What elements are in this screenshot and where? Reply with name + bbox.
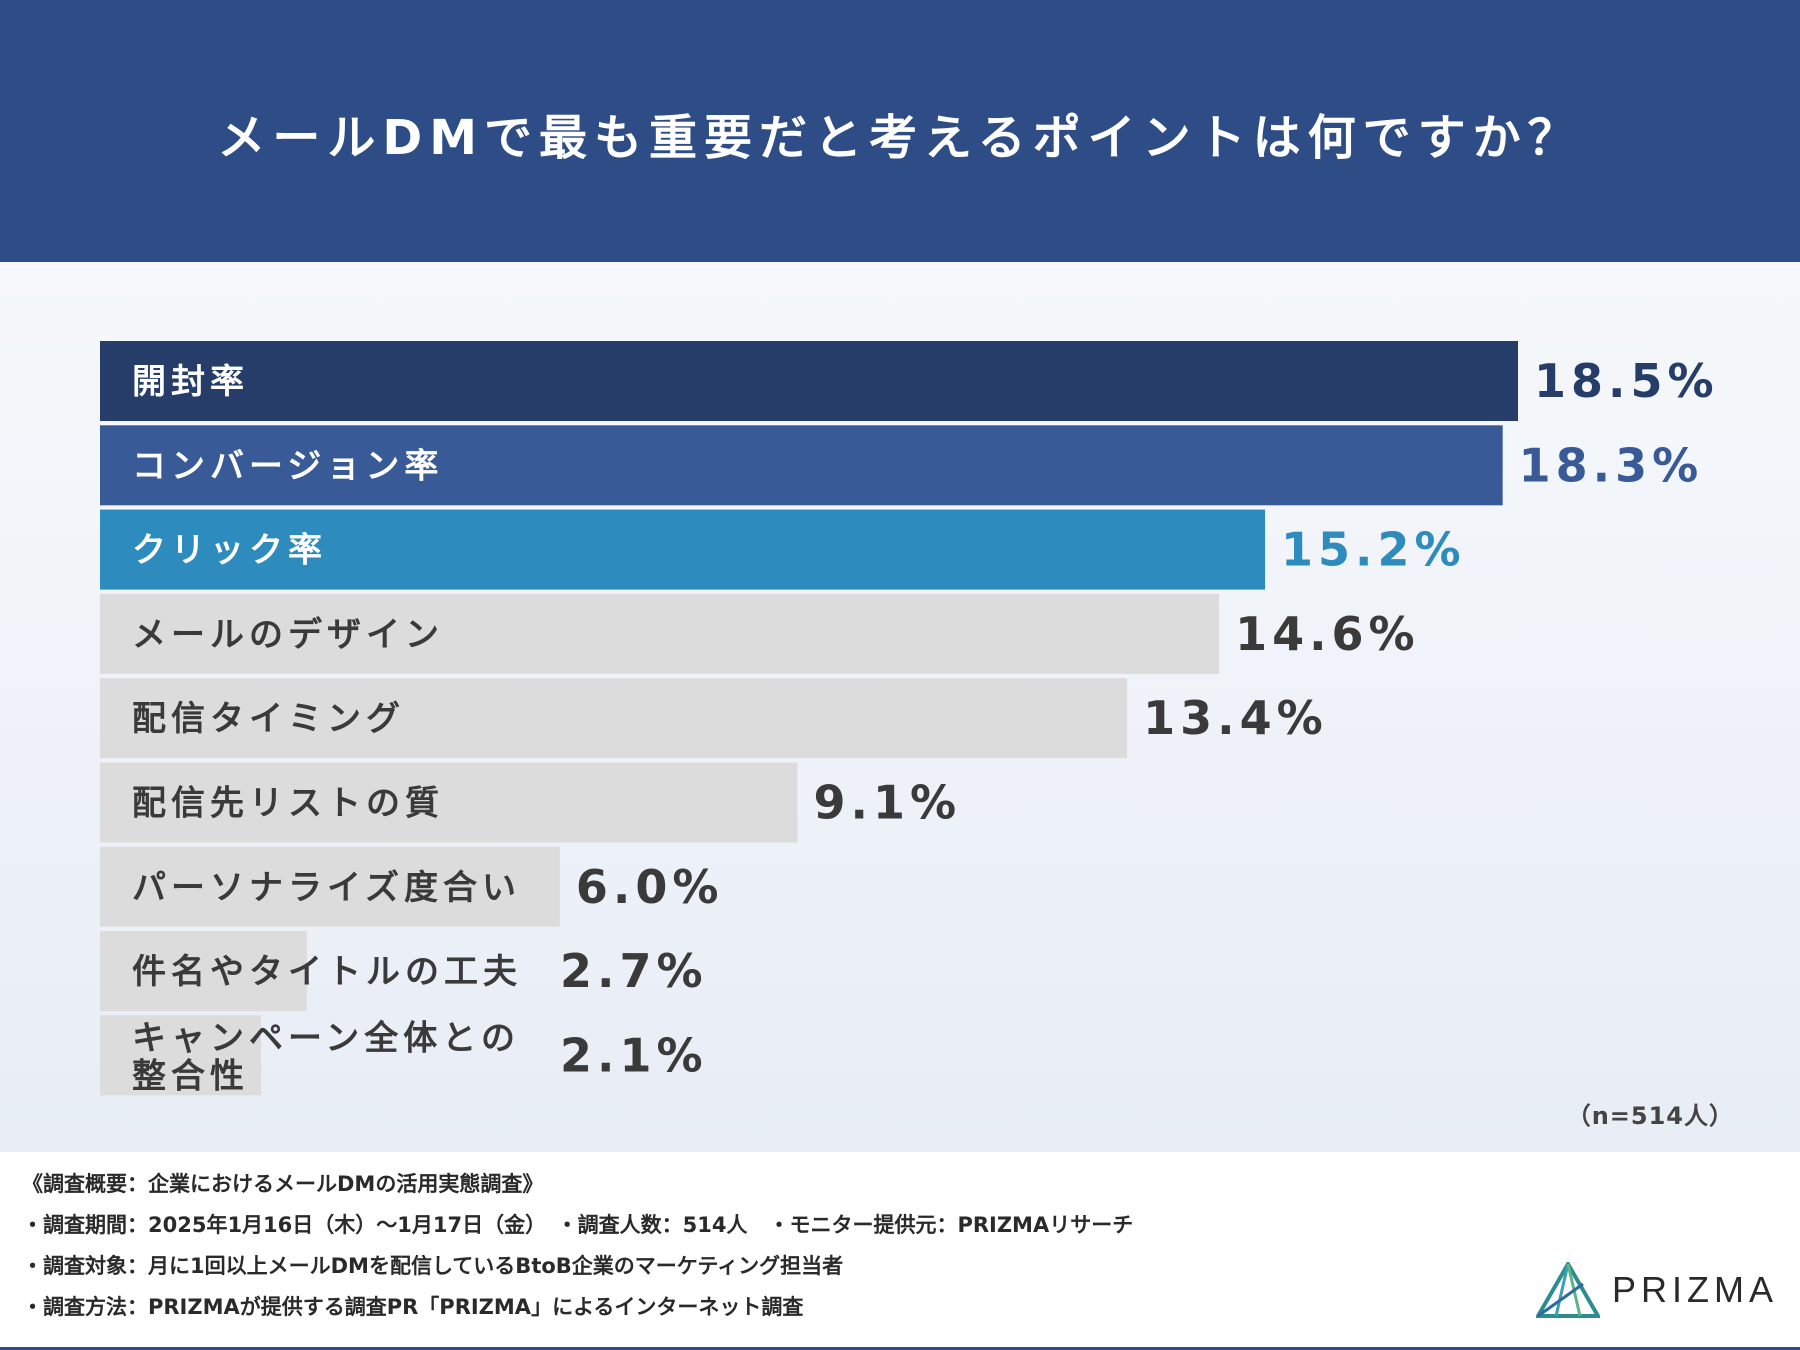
category-label-4: メールのデザイン [132,615,444,655]
bar-3 [100,509,1266,590]
category-label-3: クリック率 [132,531,327,571]
bar-chart: 開封率 18.5% コンバージョン率 18.3% クリック率 15.2% メールのデザイン 1… [100,341,1719,1096]
value-label-9: 2.1% [560,1028,708,1082]
bar-5 [100,678,1128,759]
footer-target: ・調査対象：月に1回以上メールDMを配信しているBtoB企業のマーケティング担当… [22,1254,844,1278]
bar-9 [100,1015,261,1096]
footer-period: ・調査期間：2025年1月16日（木）～1月17日（金） ・調査人数：514人 … [22,1213,1134,1237]
value-label-5: 13.4% [1143,691,1328,745]
footer-method: ・調査方法：PRIZMAが提供する調査PR「PRIZMA」によるインターネット調… [22,1295,804,1319]
value-label-1: 18.5% [1534,354,1719,408]
bar-7 [100,846,560,927]
logo-text: PRIZMA [1611,1269,1778,1310]
footer: 《調査概要：企業におけるメールDMの活用実態調査》 ・調査期間：2025年1月1… [0,1152,1800,1350]
value-label-2: 18.3% [1519,438,1704,492]
chart-title: メールDMで最も重要だと考えるポイントは何ですか？ [217,110,1583,166]
bar-8 [100,931,307,1012]
value-label-4: 14.6% [1235,607,1420,661]
value-label-7: 6.0% [576,860,724,914]
value-label-8: 2.7% [560,944,708,998]
category-label-8: 件名やタイトルの工夫 [132,952,522,992]
bar-2 [100,425,1503,506]
prizma-logo: PRIZMA [1535,1262,1778,1318]
value-label-6: 9.1% [814,776,962,830]
bar-4 [100,593,1220,674]
value-label-3: 15.2% [1281,523,1466,577]
prism-triangle-icon [1535,1262,1600,1318]
category-label-6: 配信先リストの質 [132,784,444,824]
bar-1 [100,341,1518,421]
footer-summary: 《調査概要：企業におけるメールDMの活用実態調査》 [22,1172,544,1196]
footer-divider [0,1347,1800,1350]
bar-6 [100,762,798,843]
category-label-5: 配信タイミング [132,699,405,739]
sample-size-note: （n=514人） [1566,1102,1734,1130]
category-label-1: 開封率 [132,362,249,402]
category-label-2: コンバージョン率 [132,446,443,486]
category-label-7: パーソナライズ度合い [132,868,521,908]
category-label-9: キャンペーン全体との整合性 [132,1018,520,1096]
header-banner: メールDMで最も重要だと考えるポイントは何ですか？ [0,0,1800,262]
